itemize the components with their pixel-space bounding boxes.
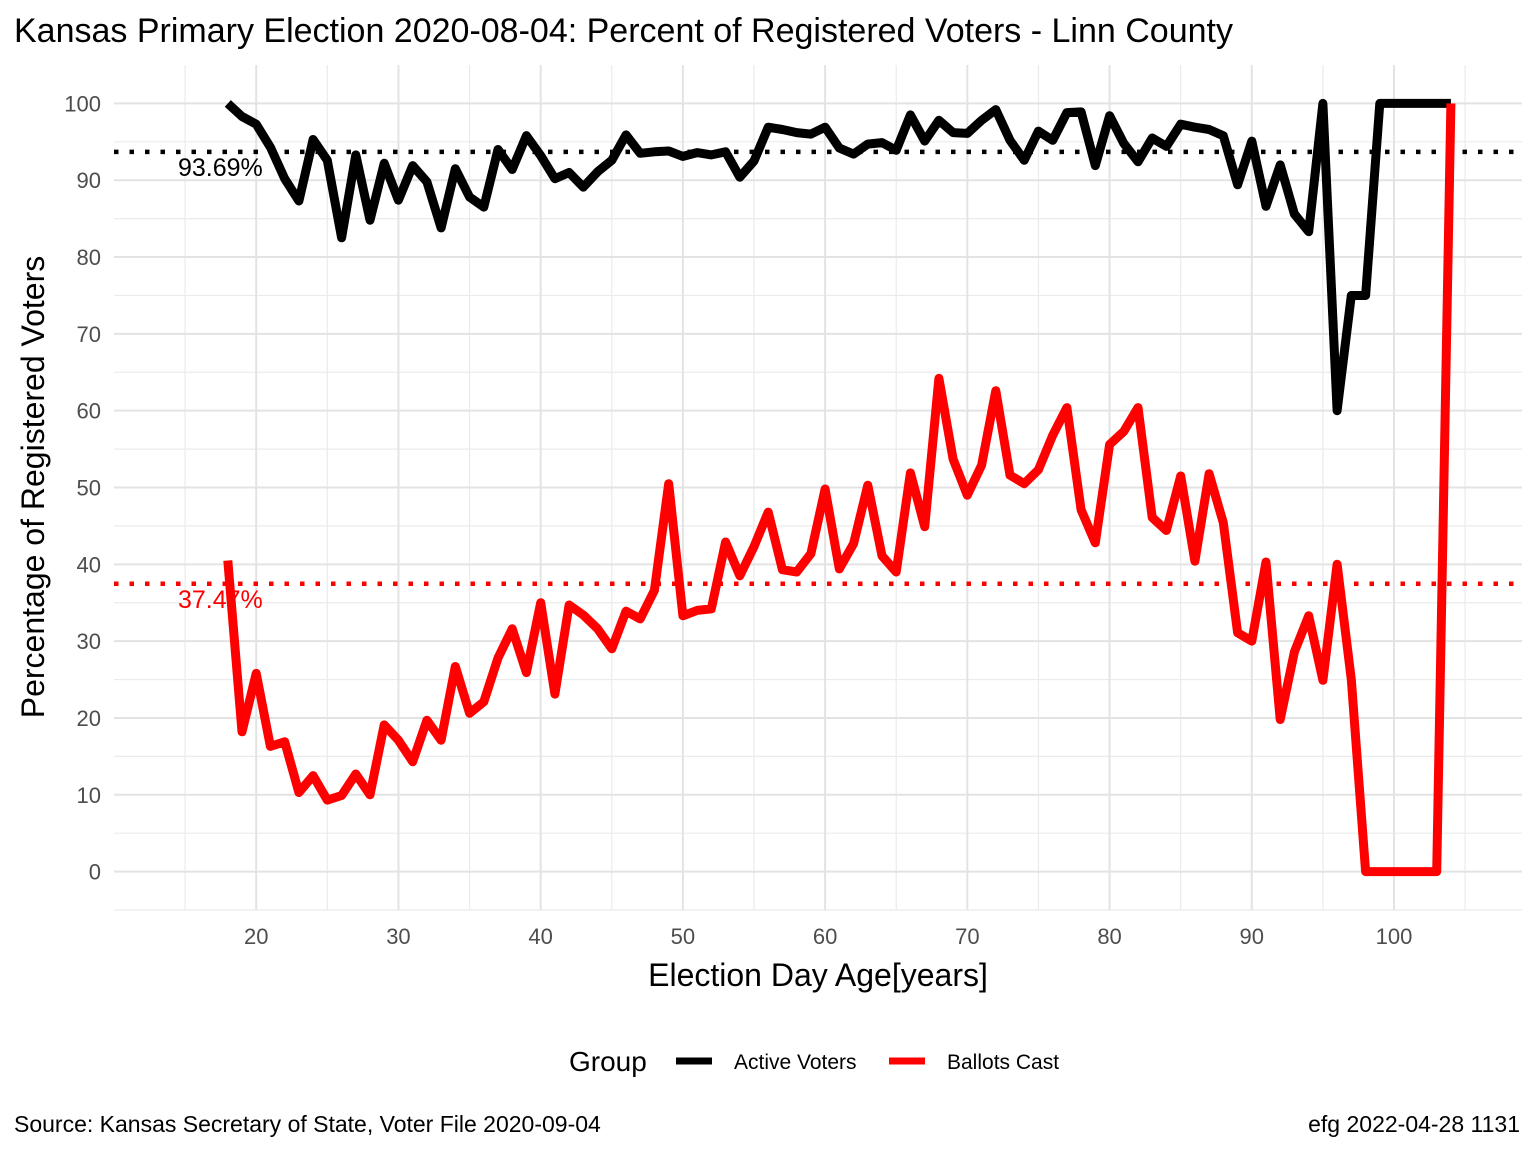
gridlines (114, 65, 1522, 911)
x-axis-ticks: 20 30 40 50 60 70 80 90 100 (244, 924, 1412, 949)
reference-lines (114, 149, 1522, 587)
x-axis-title: Election Day Age[years] (648, 957, 988, 993)
chart-title: Kansas Primary Election 2020-08-04: Perc… (14, 12, 1233, 50)
series-line-ballots-cast (223, 103, 1456, 877)
reference-label-ballots-cast: 37.47% (178, 586, 263, 614)
x-tick-label: 60 (813, 924, 837, 949)
series-lines (223, 98, 1456, 877)
source-caption: Source: Kansas Secretary of State, Voter… (14, 1111, 601, 1137)
x-tick-label: 70 (955, 924, 979, 949)
y-tick-label: 50 (77, 476, 101, 501)
y-axis-ticks: 0 10 20 30 40 50 60 70 80 90 100 (64, 91, 101, 884)
legend-title: Group (569, 1046, 647, 1077)
legend-label-ballots-cast: Ballots Cast (947, 1051, 1059, 1074)
y-tick-label: 60 (77, 399, 101, 424)
author-caption: efg 2022-04-28 1131 (1308, 1111, 1520, 1137)
y-tick-label: 80 (77, 245, 101, 270)
y-tick-label: 20 (77, 706, 101, 731)
legend-label-active-voters: Active Voters (734, 1051, 857, 1074)
x-tick-label: 40 (528, 924, 552, 949)
y-tick-label: 100 (64, 91, 101, 116)
x-tick-label: 20 (244, 924, 268, 949)
y-tick-label: 40 (77, 552, 101, 577)
series-line-active-voters (224, 98, 1451, 416)
x-tick-label: 90 (1240, 924, 1264, 949)
x-tick-label: 30 (386, 924, 410, 949)
y-tick-label: 30 (77, 629, 101, 654)
x-tick-label: 80 (1097, 924, 1121, 949)
legend: Group Active Voters Ballots Cast (569, 1046, 1059, 1077)
y-tick-label: 70 (77, 322, 101, 347)
y-tick-label: 90 (77, 168, 101, 193)
y-tick-label: 10 (77, 783, 101, 808)
reference-label-active-voters: 93.69% (178, 154, 263, 182)
y-axis-title: Percentage of Registered Voters (15, 256, 51, 719)
y-tick-label: 0 (89, 860, 101, 885)
x-tick-label: 100 (1376, 924, 1413, 949)
x-tick-label: 50 (671, 924, 695, 949)
reference-labels: 93.69% 37.47% (178, 154, 263, 614)
